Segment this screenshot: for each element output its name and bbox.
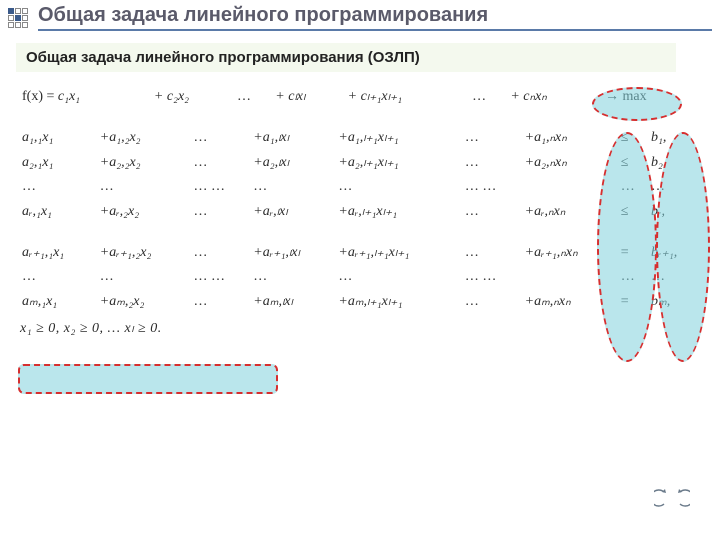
constraint-cell: … xyxy=(20,265,98,289)
constraint-cell: a₂,₁x₁ xyxy=(20,150,98,175)
subtitle-box: Общая задача линейного программирования … xyxy=(16,43,676,72)
obj-t2: + c₂x₂ xyxy=(152,84,235,109)
constraint-cell: … xyxy=(191,150,251,175)
constraint-cell: … xyxy=(463,199,523,224)
page-title: Общая задача линейного программирования xyxy=(38,4,712,31)
constraint-cell: +aᵣ₊₁,₂x₂ xyxy=(98,240,192,265)
constraint-cell: … xyxy=(191,199,251,224)
constraint-cell: +a₁,ₗ₊₁xₗ₊₁ xyxy=(336,125,462,150)
obj-t6: … xyxy=(470,84,508,109)
constraint-cell: +aᵣ₊₁,ₗ₊₁xₗ₊₁ xyxy=(336,240,462,265)
undo-icon[interactable] xyxy=(654,484,690,520)
constraint-cell: … xyxy=(191,125,251,150)
constraint-cell: +aₘ,ₗxₗ xyxy=(251,289,336,314)
constraint-cell: … xyxy=(191,289,251,314)
constraint-cell: … xyxy=(191,240,251,265)
constraint-cell: … xyxy=(251,175,336,199)
obj-t3: … xyxy=(235,84,273,109)
constraint-cell: … xyxy=(463,289,523,314)
constraint-row: a₂,₁x₁+a₂,₂x₂…+a₂,ₗxₗ+a₂,ₗ₊₁xₗ₊₁…+a₂,ₙxₙ… xyxy=(20,150,700,175)
constraint-cell: … … xyxy=(463,265,523,289)
constraint-cell: … xyxy=(98,265,192,289)
constraint-cell: aᵣ,₁x₁ xyxy=(20,199,98,224)
nonneg-row: x₁ ≥ 0, x₂ ≥ 0, … xₗ ≥ 0. xyxy=(20,320,702,337)
obj-lhs: f(x) = c₁x₁ xyxy=(20,84,152,109)
constraint-cell: … xyxy=(463,240,523,265)
constraint-cell: +aₘ,₂x₂ xyxy=(98,289,192,314)
logo-squares xyxy=(8,8,30,28)
constraint-cell: +a₂,ₗ₊₁xₗ₊₁ xyxy=(336,150,462,175)
header-bar: Общая задача линейного программирования xyxy=(0,0,720,35)
constraint-cell: +a₂,ₗxₗ xyxy=(251,150,336,175)
constraint-cell: +aᵣ,ₗxₗ xyxy=(251,199,336,224)
obj-t4: + cₗxₗ xyxy=(273,84,345,109)
highlight-relations xyxy=(597,132,657,362)
constraint-cell: +a₁,ₗxₗ xyxy=(251,125,336,150)
constraint-cell: +a₂,₂x₂ xyxy=(98,150,192,175)
constraint-cell: … xyxy=(20,175,98,199)
math-area: f(x) = c₁x₁ + c₂x₂ … + cₗxₗ + cₗ₊₁xₗ₊₁ …… xyxy=(20,84,702,337)
constraint-cell: a₁,₁x₁ xyxy=(20,125,98,150)
highlight-nonneg xyxy=(18,364,278,394)
constraint-cell: +aᵣ,ₗ₊₁xₗ₊₁ xyxy=(336,199,462,224)
constraint-cell: +aᵣ,₂x₂ xyxy=(98,199,192,224)
constraint-cell: … xyxy=(463,150,523,175)
constraint-row: ……… ………… ……… xyxy=(20,175,700,199)
constraint-cell: … … xyxy=(191,265,251,289)
constraint-cell: … xyxy=(336,175,462,199)
constraint-cell: aᵣ₊₁,₁x₁ xyxy=(20,240,98,265)
constraint-cell: … xyxy=(251,265,336,289)
constraint-cell: … … xyxy=(463,175,523,199)
constraint-cell: … xyxy=(463,125,523,150)
constraint-cell: … xyxy=(336,265,462,289)
obj-t7: + cₙxₙ xyxy=(508,84,594,109)
constraint-cell: aₘ,₁x₁ xyxy=(20,289,98,314)
highlight-max xyxy=(592,87,682,121)
constraint-cell: +a₁,ₙxₙ xyxy=(523,125,619,150)
obj-t5: + cₗ₊₁xₗ₊₁ xyxy=(346,84,470,109)
constraint-row: a₁,₁x₁+a₁,₂x₂…+a₁,ₗxₗ+a₁,ₗ₊₁xₗ₊₁…+a₁,ₙxₙ… xyxy=(20,125,700,150)
constraint-cell: +aₘ,ₗ₊₁xₗ₊₁ xyxy=(336,289,462,314)
constraint-cell: … … xyxy=(191,175,251,199)
highlight-rhs xyxy=(656,132,710,362)
constraint-cell: … xyxy=(98,175,192,199)
constraint-cell: +a₁,₂x₂ xyxy=(98,125,192,150)
constraint-row: aₘ,₁x₁+aₘ,₂x₂…+aₘ,ₗxₗ+aₘ,ₗ₊₁xₗ₊₁…+aₘ,ₙxₙ… xyxy=(20,289,700,314)
constraint-cell: +aᵣ₊₁,ₗxₗ xyxy=(251,240,336,265)
